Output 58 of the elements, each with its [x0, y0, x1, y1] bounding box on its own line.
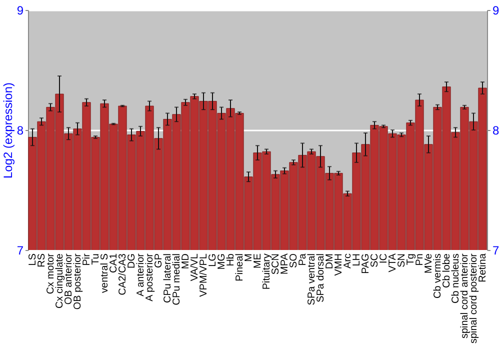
x-tick-label: SN [396, 254, 408, 268]
x-tick-label: IC [378, 254, 390, 264]
x-tick-label: VMH [334, 254, 344, 276]
x-tick-label: CPu lateral [162, 254, 174, 303]
x-tick-label: CPu medial [172, 254, 182, 306]
x-tick-label: OB posterior [72, 252, 84, 310]
y2-tick-label: 8 [492, 124, 500, 138]
x-tick-label: RS [36, 253, 48, 268]
x-tick-label: CA1 [108, 253, 120, 273]
x-tick-label: LH [352, 254, 362, 266]
x-tick-label: Pn [414, 254, 426, 266]
x-tick-label: LS [28, 253, 38, 266]
x-tick-label: MPA [280, 253, 290, 274]
x-tick-label: spinal cord anterior [460, 252, 470, 339]
x-tick-label: VTA [388, 253, 398, 272]
x-tick-label: SO [288, 253, 300, 268]
x-tick-label: Pir [82, 252, 92, 266]
x-tick-label: ventral S [100, 253, 110, 293]
x-tick-label: A posterior [144, 252, 156, 302]
x-tick-label: SCN [270, 254, 282, 275]
x-tick-label: Cb nucleus [450, 254, 462, 304]
x-tick-label: Pineal [234, 254, 246, 282]
x-tick-label: M [244, 254, 254, 262]
x-tick-label: VA/VL [190, 253, 200, 282]
x-tick-label: Cb lobe [442, 253, 452, 288]
x-tick-label: Arc [342, 254, 354, 268]
x-tick-label: Pa [298, 253, 308, 266]
x-tick-label: Pituitary [262, 254, 272, 290]
y-tick-label: 9 [16, 4, 24, 18]
x-tick-label: SPa dorsal [316, 254, 326, 302]
x-tick-label: Cb vermis [432, 254, 444, 299]
y2-tick-label: 7 [492, 244, 500, 258]
x-tick-label: SPa ventral [306, 254, 318, 306]
x-tick-label: PAG [360, 253, 372, 274]
y2-tick-label: 9 [492, 4, 500, 18]
x-tick-label: DM [324, 254, 336, 270]
x-tick-label: GP [154, 253, 164, 268]
y-tick-label: 7 [16, 244, 24, 258]
x-tick-label: VPM/VPL [198, 253, 210, 297]
x-tick-label: DG [126, 253, 138, 268]
x-tick-label: SC [370, 254, 380, 268]
x-tick-label: CA2/CA3 [118, 253, 128, 296]
x-tick-label: Tg [406, 254, 416, 266]
y-tick-label: 8 [16, 124, 24, 138]
x-tick-label: Tu [90, 254, 102, 265]
x-tick-label: Cx cingulate [54, 253, 66, 309]
x-tick-label: ME [252, 253, 264, 268]
x-tick-label: A anterior [136, 252, 146, 296]
x-tick-label: spinal cord posterior [468, 252, 480, 344]
x-tick-label: LG [208, 253, 218, 267]
x-tick-label: MG [216, 253, 228, 270]
x-tick-label: OB anterior [64, 252, 74, 305]
x-tick-label: Retina [478, 253, 488, 282]
y-axis-title: Log2 (expression) [0, 82, 15, 179]
x-tick-label: Cx motor [46, 252, 56, 294]
x-tick-label: MD [180, 254, 192, 270]
x-tick-label: Hb [226, 253, 236, 266]
x-tick-label: MVe [424, 253, 434, 274]
